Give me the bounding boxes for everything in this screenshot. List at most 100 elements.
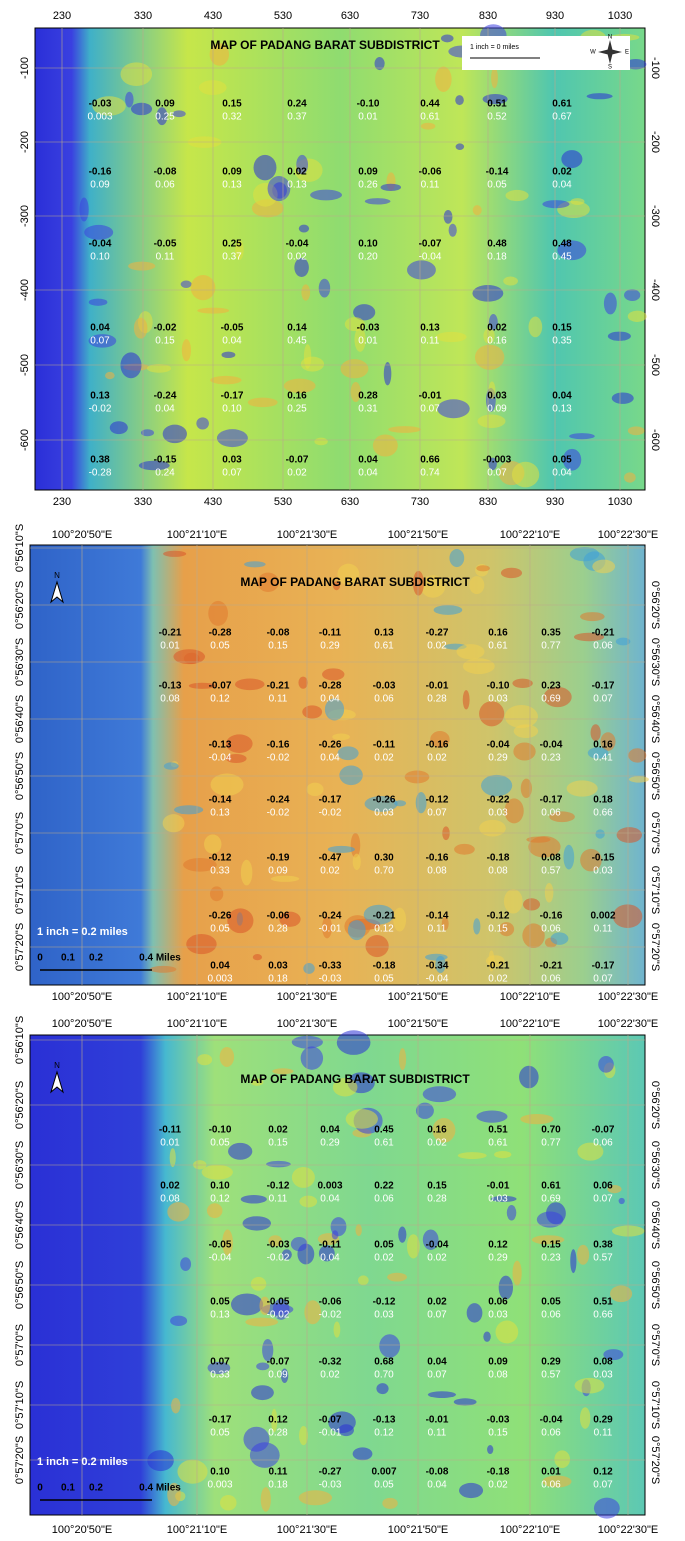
terrain-patch — [388, 426, 421, 433]
terrain-patch — [174, 805, 203, 814]
cell-value-bottom: 0.61 — [374, 641, 394, 652]
terrain-patch — [592, 560, 615, 574]
cell-value-bottom: 0.03 — [593, 866, 613, 877]
cell-value-top: 0.10 — [358, 239, 378, 250]
cell-value-bottom: 0.09 — [268, 1370, 288, 1381]
scale-bar-label: 0.2 — [89, 953, 103, 964]
cell-value-bottom: 0.41 — [593, 753, 613, 764]
terrain-patch — [449, 224, 457, 237]
cell-value-bottom: 0.61 — [374, 1138, 394, 1149]
x-label-bottom: 100°21'30"E — [277, 1524, 338, 1536]
cell-value-bottom: 0.74 — [420, 468, 440, 479]
cell-value-top: -0.11 — [159, 1125, 182, 1136]
cell-value-top: -0.24 — [154, 391, 177, 402]
y-label-left: 0°56'40"S — [14, 695, 26, 743]
cell-value-top: -0.21 — [373, 911, 396, 922]
cell-value-bottom: 0.61 — [488, 1138, 508, 1149]
cell-value-bottom: 0.04 — [155, 404, 175, 415]
cell-value-bottom: 0.02 — [488, 1480, 508, 1491]
cell-value-bottom: 0.02 — [287, 468, 307, 479]
cell-value-top: -0.04 — [540, 1415, 563, 1426]
cell-value-top: -0.10 — [357, 99, 380, 110]
terrain-patch — [399, 1048, 406, 1070]
cell-value-bottom: 0.02 — [427, 1138, 447, 1149]
cell-value-top: -0.12 — [426, 795, 449, 806]
cell-value-top: 0.03 — [487, 391, 507, 402]
cell-value-top: -0.05 — [221, 323, 244, 334]
terrain-patch — [366, 935, 389, 957]
x-label-bottom: 100°22'10"E — [500, 1524, 561, 1536]
y-label-left: 0°56'50"S — [14, 1261, 26, 1309]
cell-value-top: 0.09 — [155, 99, 175, 110]
cell-value-top: 0.15 — [552, 323, 572, 334]
cell-value-bottom: 0.23 — [541, 1253, 561, 1264]
cell-value-bottom: 0.25 — [155, 112, 175, 123]
terrain-patch — [428, 1391, 456, 1398]
terrain-patch — [299, 225, 309, 233]
terrain-patch — [319, 279, 330, 298]
cell-value-top: -0.12 — [209, 853, 232, 864]
cell-value-bottom: 0.06 — [593, 641, 613, 652]
terrain-patch — [301, 357, 324, 372]
x-label-top: 100°21'30"E — [277, 529, 338, 541]
cell-value-bottom: 0.57 — [593, 1253, 613, 1264]
cell-value-bottom: 0.04 — [358, 468, 378, 479]
cell-value-bottom: 0.37 — [287, 112, 307, 123]
cell-value-top: 0.15 — [222, 99, 242, 110]
cell-value-bottom: 0.12 — [374, 1428, 394, 1439]
cell-value-bottom: 0.29 — [488, 753, 508, 764]
x-label-top: 930 — [546, 10, 564, 22]
terrain-patch — [353, 1447, 373, 1460]
x-label-top: 100°20'50"E — [52, 529, 113, 541]
terrain-patch — [483, 1331, 490, 1341]
cell-value-bottom: 0.05 — [374, 974, 394, 985]
terrain-patch — [248, 398, 278, 408]
cell-value-top: -0.04 — [89, 239, 112, 250]
cell-value-bottom: 0.04 — [320, 1253, 340, 1264]
terrain-patch — [334, 1322, 341, 1338]
cell-value-bottom: 0.13 — [287, 180, 307, 191]
terrain-patch — [604, 293, 617, 315]
cell-value-top: 0.28 — [358, 391, 378, 402]
terrain-patch — [612, 392, 634, 403]
cell-value-top: -0.003 — [483, 455, 512, 466]
cell-value-bottom: 0.11 — [594, 1428, 613, 1439]
cell-value-bottom: -0.04 — [419, 252, 442, 263]
terrain-patch — [613, 904, 643, 928]
map-title: MAP OF PADANG BARAT SUBDISTRICT — [240, 575, 470, 589]
cell-value-bottom: 0.57 — [541, 866, 561, 877]
terrain-patch — [261, 1487, 271, 1512]
x-label-bottom: 530 — [274, 496, 292, 508]
compass-letter: E — [625, 50, 629, 56]
cell-value-top: -0.17 — [209, 1415, 232, 1426]
cell-value-bottom: 0.61 — [488, 641, 508, 652]
terrain-patch — [454, 1398, 477, 1405]
cell-value-bottom: 0.06 — [541, 974, 561, 985]
terrain-patch — [591, 724, 601, 741]
scale-bar-label: 0.4 Miles — [139, 953, 181, 964]
cell-value-bottom: 0.02 — [374, 1253, 394, 1264]
cell-value-top: -0.03 — [267, 1240, 290, 1251]
cell-value-bottom: 0.003 — [207, 1480, 232, 1491]
cell-value-bottom: 0.25 — [287, 404, 307, 415]
x-label-top: 330 — [134, 10, 152, 22]
terrain-patch — [405, 771, 430, 784]
cell-value-top: -0.07 — [592, 1125, 615, 1136]
cell-value-bottom: 0.07 — [593, 694, 613, 705]
cell-value-top: -0.07 — [286, 455, 309, 466]
cell-value-bottom: 0.07 — [593, 974, 613, 985]
x-label-top: 100°21'10"E — [167, 1018, 228, 1030]
terrain-patch — [476, 565, 490, 571]
cell-value-top: 0.12 — [488, 1240, 508, 1251]
map-panel: 2303304305306307308309301030230330430530… — [19, 10, 661, 508]
terrain-patch — [217, 429, 248, 447]
cell-value-top: -0.01 — [419, 391, 442, 402]
cell-value-top: -0.01 — [426, 681, 449, 692]
terrain-patch — [523, 898, 540, 910]
terrain-patch — [376, 1383, 388, 1394]
terrain-patch — [481, 775, 512, 796]
terrain-patch — [177, 1460, 207, 1484]
cell-value-top: -0.03 — [357, 323, 380, 334]
terrain-patch — [570, 547, 599, 561]
y-label-right: 0°56'20"S — [649, 581, 661, 629]
